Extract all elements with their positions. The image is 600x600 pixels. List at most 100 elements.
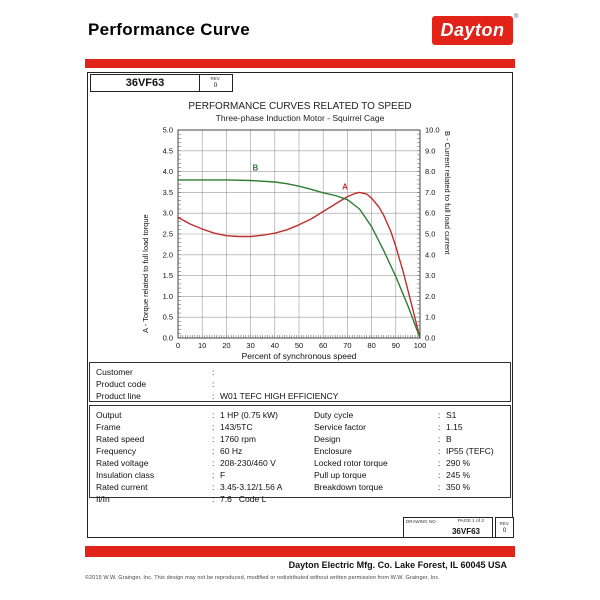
field-colon: :: [212, 494, 215, 504]
field-value: 143/5TC: [220, 422, 253, 432]
customer-row: Product line: W01 TEFC HIGH EFFICIENCY: [90, 390, 510, 402]
field-colon: :: [438, 482, 441, 492]
svg-text:8.0: 8.0: [425, 167, 435, 176]
field-colon: :: [438, 470, 441, 480]
svg-text:10.0: 10.0: [425, 126, 440, 135]
dayton-logo: Dayton: [432, 16, 513, 45]
field-label: Locked rotor torque: [314, 458, 388, 468]
spec-row: Enclosure: IP55 (TEFC): [308, 445, 510, 457]
svg-text:40: 40: [271, 341, 279, 350]
field-colon: :: [438, 458, 441, 468]
spec-columns: Output:1 HP (0.75 kW) Frame:143/5TC Rated …: [90, 409, 510, 505]
svg-text:0: 0: [176, 341, 180, 350]
field-label: Output: [96, 410, 122, 420]
revision-box: REV. 0: [198, 74, 233, 92]
svg-text:20: 20: [222, 341, 230, 350]
spec-row: Design: B: [308, 433, 510, 445]
field-colon: :: [212, 434, 215, 444]
field-colon: :: [212, 410, 215, 420]
svg-text:1.5: 1.5: [163, 271, 173, 280]
svg-text:4.5: 4.5: [163, 146, 173, 155]
svg-text:2.0: 2.0: [425, 292, 435, 301]
company-address: Dayton Electric Mfg. Co. Lake Forest, IL…: [288, 560, 507, 570]
field-colon: :: [212, 422, 215, 432]
svg-text:4.0: 4.0: [425, 250, 435, 259]
field-value: 1.15: [446, 422, 463, 432]
svg-text:4.0: 4.0: [163, 167, 173, 176]
field-value: 1 HP (0.75 kW): [220, 410, 278, 420]
svg-text:70: 70: [343, 341, 351, 350]
footer-red-rule: [85, 546, 515, 557]
spec-row: Locked rotor torque:290 %: [308, 457, 510, 469]
field-value: 350 %: [446, 482, 471, 492]
field-value: 245 %: [446, 470, 471, 480]
spec-row: Pull up torque:245 %: [308, 469, 510, 481]
spec-row: Frame:143/5TC: [90, 421, 308, 433]
spec-column-left: Output:1 HP (0.75 kW) Frame:143/5TC Rated …: [90, 409, 308, 505]
left-axis-label: A - Torque related to full load torque: [141, 214, 150, 333]
spec-row: Service factor:1.15: [308, 421, 510, 433]
field-colon: :: [438, 434, 441, 444]
svg-text:2.0: 2.0: [163, 250, 173, 259]
svg-text:A: A: [342, 182, 348, 191]
field-label: Product code: [96, 379, 147, 389]
spec-row: Il/In:7.6 Code L: [90, 493, 308, 505]
svg-text:5.0: 5.0: [163, 126, 173, 135]
svg-text:10: 10: [198, 341, 206, 350]
registered-trademark-icon: ®: [514, 14, 519, 20]
field-label: Frequency: [96, 446, 137, 456]
svg-text:100: 100: [414, 341, 427, 350]
svg-text:50: 50: [295, 341, 303, 350]
field-colon: :: [212, 379, 215, 389]
field-label: Duty cycle: [314, 410, 354, 420]
field-label: Product line: [96, 391, 141, 401]
spec-row: Insulation class: F: [90, 469, 308, 481]
chart-title: PERFORMANCE CURVES RELATED TO SPEED: [188, 101, 412, 112]
svg-text:1.0: 1.0: [425, 313, 435, 322]
field-value: F: [220, 470, 226, 480]
field-label: Design: [314, 434, 341, 444]
svg-text:B: B: [253, 164, 259, 173]
spec-row: Output:1 HP (0.75 kW): [90, 409, 308, 421]
spec-row: Duty cycle: S1: [308, 409, 510, 421]
field-label: Service factor: [314, 422, 366, 432]
field-value: 3.45-3.12/1.56 A: [220, 482, 283, 492]
svg-text:1.0: 1.0: [163, 292, 173, 301]
drawing-number-cell: DRAWING NO. PAGE 1 of 2 36VF63: [403, 517, 493, 538]
page-indicator: PAGE 1 of 2: [457, 519, 484, 524]
svg-text:Percent of synchronous speed: Percent of synchronous speed: [242, 351, 357, 361]
field-label: Enclosure: [314, 446, 352, 456]
dayton-logo-text: Dayton: [440, 20, 505, 40]
field-colon: :: [212, 470, 215, 480]
spec-row: Rated current:3.45-3.12/1.56 A: [90, 481, 308, 493]
spec-row: Breakdown torque:350 %: [308, 481, 510, 493]
field-value: S1: [446, 410, 457, 420]
svg-text:6.0: 6.0: [425, 209, 435, 218]
field-label: Breakdown torque: [314, 482, 383, 492]
svg-text:7.0: 7.0: [425, 188, 435, 197]
field-colon: :: [438, 410, 441, 420]
field-value: 7.6 Code L: [220, 494, 267, 504]
field-value: B: [446, 434, 452, 444]
chart-subtitle: Three-phase Induction Motor - Squirrel C…: [215, 113, 385, 123]
performance-curve-chart: 0.0 0.5 1.0 1.5 2.0 2.5 3.0 3.5 4.0 4.5 5.0 0.0 1.0 2…: [163, 126, 440, 362]
svg-text:2.5: 2.5: [163, 230, 173, 239]
svg-text:90: 90: [392, 341, 400, 350]
field-colon: :: [438, 422, 441, 432]
spec-column-right: Duty cycle: S1 Service factor:1.15 Design: B…: [308, 409, 510, 505]
field-value: 208-230/460 V: [220, 458, 276, 468]
customer-info-box: Customer: Product code: Product line: W01 T…: [89, 362, 511, 402]
svg-text:0.5: 0.5: [163, 313, 173, 322]
drawing-no-label: DRAWING NO.: [406, 519, 437, 524]
field-value: W01 TEFC HIGH EFFICIENCY: [220, 391, 339, 401]
field-colon: :: [212, 446, 215, 456]
field-label: Il/In: [96, 494, 110, 504]
field-colon: :: [212, 482, 215, 492]
spec-row: Frequency:60 Hz: [90, 445, 308, 457]
field-value: 60 Hz: [220, 446, 243, 456]
field-colon: :: [212, 458, 215, 468]
title-block: DRAWING NO. PAGE 1 of 2 36VF63 REV. 0: [403, 517, 514, 538]
field-label: Pull up torque: [314, 470, 367, 480]
drawing-number: 36VF63: [451, 527, 480, 536]
